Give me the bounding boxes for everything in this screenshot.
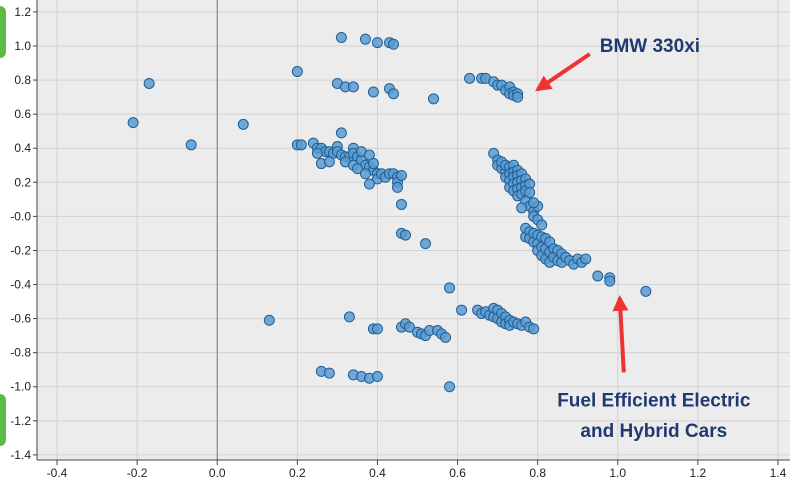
data-point bbox=[343, 311, 355, 323]
x-tick-label: 0.2 bbox=[289, 466, 306, 480]
gridlines bbox=[37, 0, 790, 460]
data-point bbox=[351, 163, 363, 175]
y-tick-label: -0.6 bbox=[10, 312, 31, 326]
y-tick-label: -1.2 bbox=[10, 414, 31, 428]
data-point bbox=[185, 139, 197, 151]
ev-arrow bbox=[612, 294, 629, 373]
data-point bbox=[263, 314, 275, 326]
bmw-arrow bbox=[535, 52, 591, 92]
data-point bbox=[387, 38, 399, 50]
data-point bbox=[512, 91, 524, 103]
x-tick-label: 0.4 bbox=[369, 466, 386, 480]
data-point bbox=[524, 187, 536, 199]
data-point bbox=[444, 381, 456, 393]
left-tab-top[interactable] bbox=[0, 6, 6, 58]
data-point bbox=[580, 253, 592, 265]
data-point bbox=[440, 331, 452, 343]
y-tick-label: -0.0 bbox=[10, 209, 31, 223]
data-point bbox=[640, 285, 652, 297]
x-axis-ticks: -0.4 -0.2 0.0 0.2 0.4 0.6 0.8 1.0 1.2 1.4 bbox=[37, 459, 790, 480]
y-axis-ticks: 1.2 1.0 0.8 0.6 0.4 0.2 -0.0 -0.2 -0.4 -0.6 -0.8 -1… bbox=[10, 0, 38, 462]
data-point bbox=[367, 158, 379, 170]
data-point bbox=[347, 81, 359, 93]
data-point bbox=[363, 178, 375, 190]
data-point bbox=[359, 33, 371, 45]
data-point bbox=[323, 156, 335, 168]
y-tick-label: -0.4 bbox=[10, 278, 31, 292]
left-tab-bottom[interactable] bbox=[0, 394, 6, 446]
data-point bbox=[592, 270, 604, 282]
x-tick-label: 0.8 bbox=[529, 466, 546, 480]
y-tick-label: -0.8 bbox=[10, 346, 31, 360]
x-tick-label: 1.4 bbox=[770, 466, 787, 480]
y-tick-label: 0.4 bbox=[14, 141, 31, 155]
data-point bbox=[143, 77, 155, 89]
data-point bbox=[371, 323, 383, 335]
data-point bbox=[604, 275, 616, 287]
data-point bbox=[127, 117, 139, 129]
x-tick-label: 0.6 bbox=[449, 466, 466, 480]
data-point bbox=[367, 86, 379, 98]
data-point bbox=[395, 169, 407, 181]
x-tick-label: 1.0 bbox=[609, 466, 626, 480]
y-tick-label: 0.2 bbox=[14, 175, 31, 189]
data-point bbox=[516, 202, 528, 214]
data-point bbox=[237, 118, 249, 130]
y-tick-label: 0.8 bbox=[14, 73, 31, 87]
data-point bbox=[528, 197, 540, 209]
data-point bbox=[464, 72, 476, 84]
y-tick-label: 0.6 bbox=[14, 107, 31, 121]
y-tick-label: 1.0 bbox=[14, 39, 31, 53]
data-point bbox=[323, 367, 335, 379]
data-point bbox=[335, 31, 347, 43]
y-tick-label: -1.0 bbox=[10, 380, 31, 394]
x-tick-label: -0.2 bbox=[127, 466, 148, 480]
data-point bbox=[387, 88, 399, 100]
data-point bbox=[335, 127, 347, 139]
plot-background bbox=[37, 0, 790, 460]
data-point bbox=[295, 139, 307, 151]
data-point bbox=[391, 181, 403, 193]
data-point bbox=[371, 371, 383, 383]
data-point bbox=[311, 147, 323, 159]
data-point bbox=[371, 37, 383, 49]
x-tick-label: 1.2 bbox=[690, 466, 707, 480]
data-points bbox=[127, 31, 652, 393]
data-point bbox=[291, 66, 303, 78]
x-tick-label: -0.4 bbox=[47, 466, 68, 480]
annotations: BMW 330xi Fuel Efficient Electric and Hybr… bbox=[535, 36, 751, 442]
data-point bbox=[536, 219, 548, 231]
data-point bbox=[456, 304, 468, 316]
data-point bbox=[428, 93, 440, 105]
y-tick-label: -0.2 bbox=[10, 243, 31, 257]
data-point bbox=[359, 168, 371, 180]
annotation-ev-line2: and Hybrid Cars bbox=[580, 421, 727, 442]
data-point bbox=[395, 198, 407, 210]
data-point bbox=[403, 321, 415, 333]
data-point bbox=[528, 323, 540, 335]
x-tick-label: 0.0 bbox=[209, 466, 226, 480]
data-point bbox=[399, 229, 411, 241]
annotation-ev-line1: Fuel Efficient Electric bbox=[557, 390, 751, 411]
y-tick-label: -1.4 bbox=[10, 448, 31, 462]
data-point bbox=[444, 282, 456, 294]
annotation-bmw: BMW 330xi bbox=[600, 36, 700, 57]
y-tick-label: 1.2 bbox=[14, 5, 31, 19]
data-point bbox=[420, 238, 432, 250]
